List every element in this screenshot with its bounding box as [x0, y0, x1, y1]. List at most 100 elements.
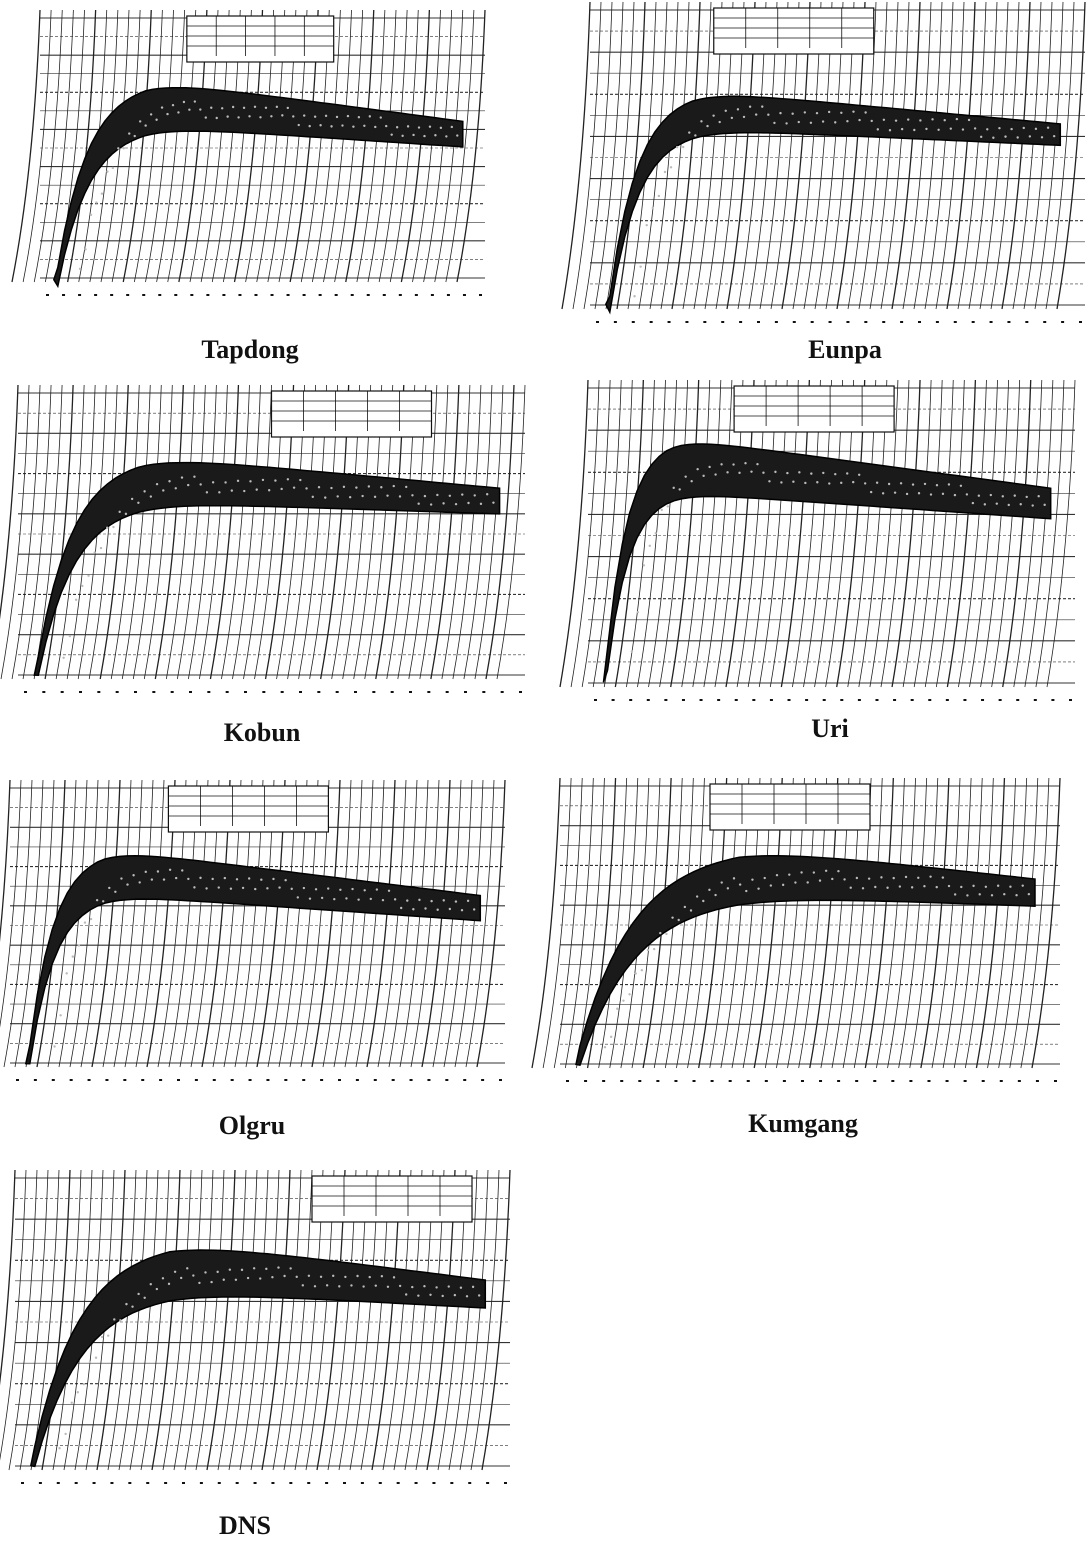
speckle — [428, 125, 432, 128]
speckle — [406, 899, 409, 902]
speckle — [634, 972, 637, 975]
speckle — [702, 474, 705, 478]
axis-dot — [999, 1080, 1003, 1082]
speckle — [456, 134, 459, 137]
grid-arc — [443, 779, 473, 1068]
axis-dot — [92, 1482, 96, 1484]
axis-dot — [33, 1079, 37, 1081]
speckle — [479, 502, 483, 506]
curve-band — [33, 461, 501, 676]
speckle — [82, 1382, 86, 1386]
speckle — [986, 128, 989, 131]
speckle — [919, 119, 922, 122]
speckle — [672, 486, 675, 490]
speckle — [290, 887, 293, 891]
speckle — [119, 1319, 122, 1322]
axis-dot — [378, 1482, 382, 1484]
speckle — [616, 1007, 619, 1010]
speckle — [161, 1277, 165, 1280]
speckle — [346, 114, 350, 118]
axis-dot — [286, 294, 290, 296]
speckle — [363, 889, 366, 892]
axis-dot — [1043, 321, 1047, 323]
axis-dot — [893, 699, 897, 701]
speckle — [217, 886, 220, 889]
grid-arc — [459, 1169, 489, 1471]
speckle — [941, 492, 945, 496]
grid-arc — [676, 777, 705, 1069]
speckle — [411, 1285, 414, 1289]
speckle — [961, 128, 965, 131]
speckle — [131, 1305, 134, 1308]
grid-arc — [1045, 1, 1075, 310]
speckle — [972, 884, 975, 888]
speckle — [319, 124, 322, 127]
axis-dot — [24, 691, 27, 693]
speckle — [118, 510, 121, 514]
speckle — [125, 1302, 128, 1306]
speckle — [834, 472, 837, 476]
curve-band — [52, 86, 464, 289]
speckle — [171, 103, 175, 107]
grid-arc — [187, 384, 217, 680]
grid-arc — [19, 1169, 49, 1471]
speckle — [454, 900, 458, 903]
axis-dot — [584, 1080, 588, 1082]
speckle — [742, 115, 746, 119]
speckle — [205, 887, 208, 890]
speckle — [791, 112, 794, 115]
axis-dot — [446, 294, 450, 296]
speckle — [363, 124, 366, 128]
axis-dot — [945, 699, 949, 701]
speckle — [210, 106, 213, 109]
axis-dot — [774, 321, 778, 323]
speckle — [332, 1274, 335, 1278]
grid-arc — [143, 384, 173, 680]
axis-dot — [499, 1079, 502, 1081]
speckle — [447, 1285, 450, 1288]
grid-arc — [140, 1169, 170, 1471]
axis-dot — [935, 321, 939, 323]
grid-arc — [465, 779, 495, 1068]
grid-arc — [419, 384, 449, 680]
speckle — [280, 487, 283, 491]
curve-band — [24, 855, 482, 1065]
speckle — [435, 1286, 438, 1289]
axis-dot — [289, 1482, 293, 1484]
speckle — [910, 886, 914, 889]
axis-dot — [391, 1079, 395, 1081]
speckle — [809, 121, 813, 124]
axis-dot — [128, 1482, 132, 1484]
axis-dot — [864, 321, 868, 323]
speckle — [112, 525, 115, 529]
speckle — [785, 122, 788, 125]
speckle — [380, 1275, 384, 1278]
speckle — [702, 899, 705, 903]
axis-dot — [372, 691, 376, 693]
speckle — [792, 480, 795, 483]
axis-dot — [819, 1080, 823, 1082]
speckle — [714, 473, 717, 476]
speckle — [399, 906, 403, 910]
speckle — [351, 887, 354, 891]
speckle — [333, 897, 336, 901]
axis-dot — [254, 294, 258, 296]
axis-dot — [840, 699, 844, 701]
speckle — [211, 481, 215, 484]
speckle — [313, 1285, 317, 1288]
axis-dot — [800, 1080, 804, 1082]
grid-arc — [1009, 777, 1039, 1069]
speckle — [132, 874, 135, 877]
axis-dot — [963, 1080, 967, 1082]
axis-dot — [212, 1079, 216, 1081]
speckle — [818, 879, 822, 882]
grid-arc — [400, 9, 431, 283]
axis-dot — [110, 1482, 114, 1484]
grid-arc — [423, 9, 453, 283]
speckle — [270, 115, 273, 118]
grid-arc — [250, 1169, 280, 1471]
speckle — [852, 110, 855, 113]
speckle — [168, 868, 172, 871]
speckle — [684, 475, 687, 478]
speckle — [659, 931, 662, 935]
